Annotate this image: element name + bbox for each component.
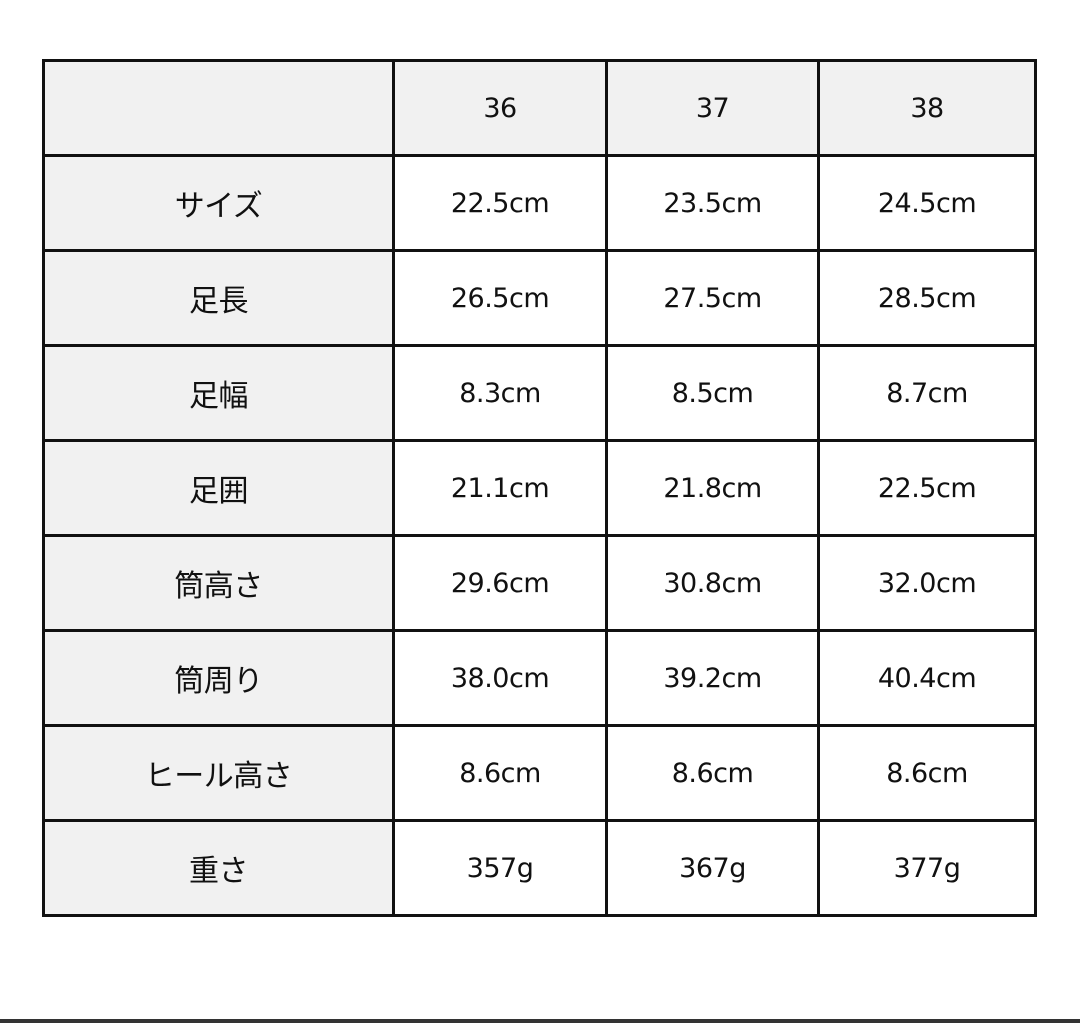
value-cell: 21.1cm <box>392 439 608 537</box>
value-cell: 40.4cm <box>817 629 1037 727</box>
value-cell: 8.7cm <box>817 344 1037 442</box>
size-header-38: 38 <box>817 59 1037 157</box>
value-cell: 29.6cm <box>392 534 608 632</box>
value-cell: 22.5cm <box>392 154 608 252</box>
row-label: サイズ <box>42 154 395 252</box>
bottom-divider <box>0 1019 1080 1023</box>
table-row: 筒高さ 29.6cm 30.8cm 32.0cm <box>42 534 1037 632</box>
value-cell: 357g <box>392 819 608 917</box>
value-cell: 8.5cm <box>605 344 820 442</box>
size-chart-table: 36 37 38 サイズ 22.5cm 23.5cm 24.5cm 足長 26.5cm 27… <box>42 59 1037 917</box>
value-cell: 8.6cm <box>817 724 1037 822</box>
value-cell: 27.5cm <box>605 249 820 347</box>
row-label: 筒周り <box>42 629 395 727</box>
value-cell: 367g <box>605 819 820 917</box>
value-cell: 26.5cm <box>392 249 608 347</box>
table-row: 足長 26.5cm 27.5cm 28.5cm <box>42 249 1037 347</box>
table-row: 足囲 21.1cm 21.8cm 22.5cm <box>42 439 1037 537</box>
value-cell: 24.5cm <box>817 154 1037 252</box>
value-cell: 21.8cm <box>605 439 820 537</box>
value-cell: 8.6cm <box>392 724 608 822</box>
row-label: 足囲 <box>42 439 395 537</box>
size-header-36: 36 <box>392 59 608 157</box>
table-row: サイズ 22.5cm 23.5cm 24.5cm <box>42 154 1037 252</box>
value-cell: 22.5cm <box>817 439 1037 537</box>
table-row: 筒周り 38.0cm 39.2cm 40.4cm <box>42 629 1037 727</box>
row-label: ヒール高さ <box>42 724 395 822</box>
size-header-37: 37 <box>605 59 820 157</box>
corner-cell <box>42 59 395 157</box>
value-cell: 39.2cm <box>605 629 820 727</box>
row-label: 重さ <box>42 819 395 917</box>
table-row: 重さ 357g 367g 377g <box>42 819 1037 917</box>
value-cell: 30.8cm <box>605 534 820 632</box>
value-cell: 8.3cm <box>392 344 608 442</box>
value-cell: 28.5cm <box>817 249 1037 347</box>
value-cell: 32.0cm <box>817 534 1037 632</box>
row-label: 足長 <box>42 249 395 347</box>
header-row: 36 37 38 <box>42 59 1037 157</box>
row-label: 足幅 <box>42 344 395 442</box>
value-cell: 377g <box>817 819 1037 917</box>
row-label: 筒高さ <box>42 534 395 632</box>
value-cell: 8.6cm <box>605 724 820 822</box>
value-cell: 38.0cm <box>392 629 608 727</box>
value-cell: 23.5cm <box>605 154 820 252</box>
table-row: 足幅 8.3cm 8.5cm 8.7cm <box>42 344 1037 442</box>
table-row: ヒール高さ 8.6cm 8.6cm 8.6cm <box>42 724 1037 822</box>
